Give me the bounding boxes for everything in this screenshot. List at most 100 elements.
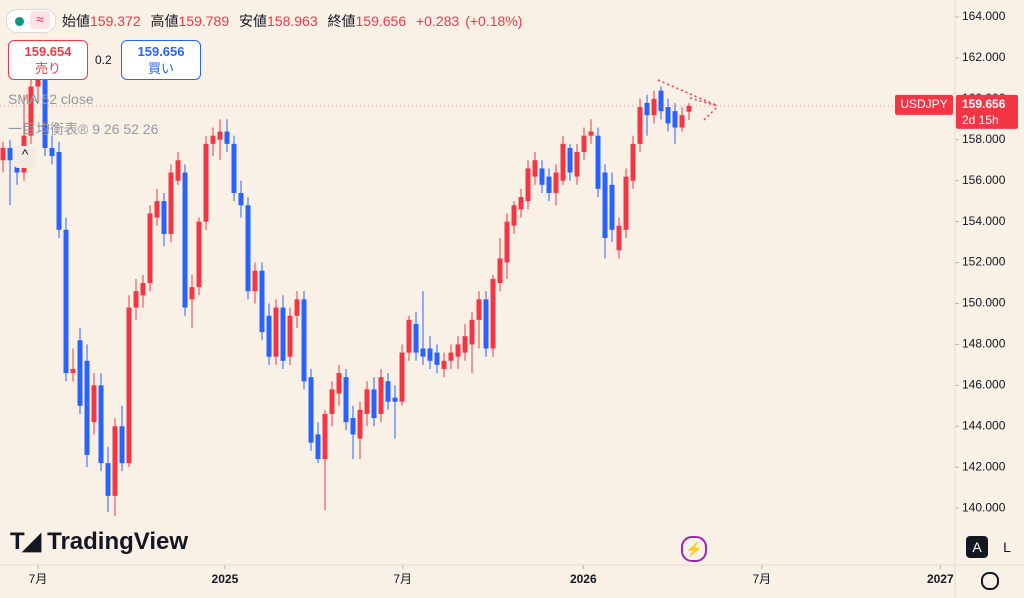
candle-body: [105, 463, 111, 496]
value: 159.656: [355, 13, 407, 29]
buy-button[interactable]: 159.656 買い: [121, 40, 201, 80]
candle-body: [294, 299, 300, 316]
candle-body: [413, 323, 419, 353]
brand-name: TradingView: [47, 528, 189, 555]
x-tick-label: 2025: [212, 572, 239, 586]
countdown: 2d 15h: [962, 113, 999, 127]
candle-body: [203, 143, 209, 222]
lightning-icon[interactable]: ⚡: [681, 536, 707, 562]
candle-body: [245, 205, 251, 292]
candle-body: [658, 90, 664, 112]
candle-body: [427, 348, 433, 361]
candle-body: [539, 168, 545, 185]
sell-button[interactable]: 159.654 売り: [8, 40, 88, 80]
change: +0.283: [416, 13, 460, 29]
candle-body: [259, 270, 265, 333]
candle-body: [266, 315, 272, 357]
candle-body: [490, 278, 496, 349]
candle-body: [518, 197, 524, 210]
log-scale-button[interactable]: L: [1003, 539, 1011, 555]
candle-body: [49, 147, 55, 157]
forecast-drawing: [657, 79, 719, 121]
symbol-tag: [895, 94, 953, 115]
ohlc-toolbar: 始値159.372 高値159.789 安値158.963 終値159.656 …: [62, 11, 528, 31]
candle-body: [595, 135, 601, 189]
candle-body: [462, 336, 468, 353]
candle-body: [511, 205, 517, 226]
candle-body: [77, 340, 83, 406]
candle-body: [315, 434, 321, 459]
y-tick-label: 162.000: [962, 50, 1006, 64]
candle-body: [679, 115, 685, 128]
candle-body: [224, 131, 230, 144]
candle-body: [644, 102, 650, 116]
x-tick-label: 7月: [29, 572, 48, 586]
indicator[interactable]: SMA 52 close: [8, 91, 94, 107]
candle-body: [140, 283, 146, 296]
collapse-button[interactable]: ^: [14, 146, 36, 168]
candle-body: [609, 184, 615, 230]
candle-body: [161, 201, 167, 234]
candle-body: [343, 377, 349, 423]
label: 高値: [150, 13, 179, 29]
x-tick-label: 7月: [393, 572, 412, 586]
candle-body: [126, 307, 132, 464]
candle-body: [308, 377, 314, 443]
candle-body: [469, 319, 475, 345]
candle-body: [623, 176, 629, 230]
candle-body: [483, 299, 489, 349]
value: 158.963: [267, 13, 318, 29]
symbol-label: USDJPY: [900, 97, 947, 111]
candle-body: [0, 147, 6, 161]
x-tick-label: 2026: [570, 572, 597, 586]
candle-body: [497, 258, 503, 284]
x-tick-label: 2027: [927, 572, 954, 586]
y-tick-label: 140.000: [962, 500, 1006, 514]
auto-scale-button[interactable]: A: [966, 536, 988, 558]
y-tick-label: 148.000: [962, 337, 1006, 351]
candle-body: [672, 111, 678, 128]
label: 買い: [147, 61, 174, 76]
candle-body: [616, 225, 622, 251]
candle-body: [525, 168, 531, 202]
candle-body: [406, 319, 412, 353]
candle-body: [322, 413, 328, 459]
candle-body: [168, 172, 174, 234]
label: 終値: [327, 13, 356, 29]
candle-body: [448, 352, 454, 361]
candle-body: [280, 307, 286, 361]
last-price: 159.656: [962, 97, 1006, 111]
candle-body: [98, 385, 104, 464]
candle-body: [147, 213, 153, 284]
candle-body: [371, 389, 377, 419]
candle-body: [630, 143, 636, 181]
candle-body: [504, 221, 510, 263]
y-tick-label: 150.000: [962, 296, 1006, 310]
candle-body: [7, 147, 13, 161]
candle-body: [119, 426, 125, 464]
change-pct: (+0.18%): [465, 13, 523, 29]
candle-body: [84, 360, 90, 455]
candle-body: [399, 352, 405, 402]
candle-body: [56, 152, 62, 230]
candle-body: [336, 373, 342, 394]
label: 売り: [34, 61, 61, 76]
indicator[interactable]: 一目均衡表® 9 26 52 26: [8, 121, 159, 137]
candle-body: [273, 307, 279, 357]
settings-button[interactable]: [981, 572, 999, 590]
candle-body: [196, 221, 202, 288]
y-tick-label: 144.000: [962, 418, 1006, 432]
candle-body: [385, 381, 391, 402]
value: 159.372: [90, 13, 141, 29]
y-tick-label: 158.000: [962, 132, 1006, 146]
y-tick-label: 156.000: [962, 173, 1006, 187]
candle-body: [252, 270, 258, 292]
candle-body: [133, 291, 139, 308]
candle-body: [546, 176, 552, 193]
candle-body: [560, 143, 566, 181]
candle-body: [553, 172, 559, 193]
status-pill[interactable]: ≈: [6, 9, 56, 33]
candle-body: [455, 344, 461, 357]
candle-body: [651, 98, 657, 116]
